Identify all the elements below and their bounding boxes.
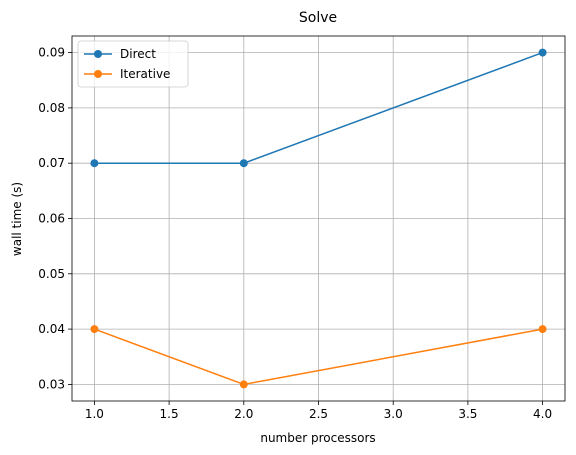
legend-box (77, 40, 189, 88)
data-point-direct (538, 48, 547, 57)
data-point-direct (239, 159, 248, 168)
x-tick-label: 1.0 (85, 407, 104, 421)
y-tick-label: 0.03 (38, 377, 65, 391)
x-tick-label: 2.0 (234, 407, 253, 421)
data-point-direct (90, 159, 99, 168)
y-tick-label: 0.09 (38, 46, 65, 60)
x-tick-label: 1.5 (160, 407, 179, 421)
legend: Direct Iterative (77, 40, 189, 88)
y-tick-label: 0.07 (38, 156, 65, 170)
x-tick-label: 2.5 (309, 407, 328, 421)
data-point-iterative (90, 325, 99, 334)
y-tick-label: 0.04 (38, 322, 65, 336)
legend-label: Iterative (120, 67, 170, 81)
chart-title: Solve (299, 10, 337, 26)
x-tick-label: 3.0 (384, 407, 403, 421)
y-tick-label: 0.08 (38, 101, 65, 115)
x-tick-label: 3.5 (458, 407, 477, 421)
data-point-iterative (538, 325, 547, 334)
data-point-iterative (239, 380, 248, 389)
legend-swatch-marker (94, 50, 102, 58)
y-axis-label: wall time (s) (10, 182, 24, 256)
grid-lines (72, 36, 565, 401)
legend-label: Direct (120, 47, 156, 61)
y-tick-label: 0.06 (38, 212, 65, 226)
series (90, 48, 547, 389)
x-tick-label: 4.0 (533, 407, 552, 421)
y-tick-label: 0.05 (38, 267, 65, 281)
legend-swatch-marker (94, 70, 102, 78)
x-axis-label: number processors (260, 431, 375, 445)
ticks: 1.0 1.5 2.0 2.5 3.0 3.5 4.0 0.03 0.04 0.05 0.06 0.0… (38, 46, 552, 421)
